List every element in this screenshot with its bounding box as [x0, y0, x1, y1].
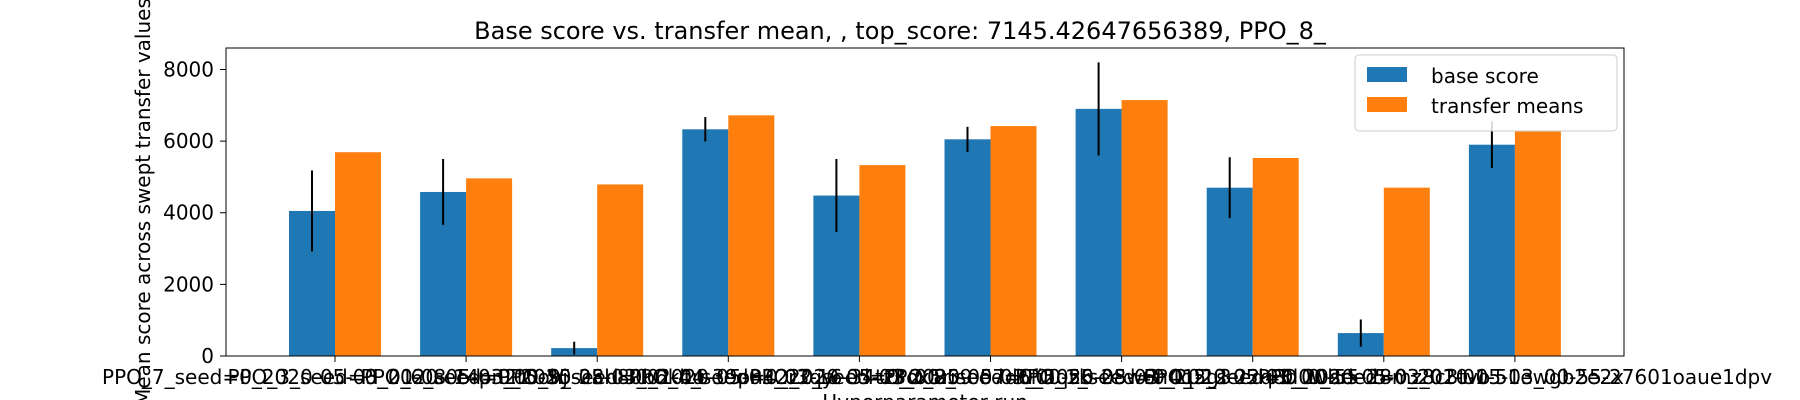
x-tick-label-9: PPO_0_seed=0_2020-05-03_00-55-27601oaue1… [1258, 365, 1773, 389]
bar-transfer-means-8 [1383, 187, 1430, 356]
bar-transfer-means-9 [1514, 131, 1561, 356]
bar-transfer-means-2 [597, 184, 644, 356]
bar-transfer-means-0 [335, 152, 381, 356]
x-tick-label-5: PPO_2_seed=0_2020-05-03_00-55-28w6n4q2g3 [749, 365, 1231, 389]
bar-transfer-means-3 [728, 115, 775, 356]
x-tick-label-8: PPO_5_seed=0_2020-05-03_01-01-51ewgb2e2x [1144, 365, 1625, 389]
legend-box [1354, 54, 1618, 132]
x-tick-label-2: PPO_6_seed=0_2020-05-03_01-04-39pn42r3qy [361, 365, 834, 389]
x-tick-label-7: PPO_1_seed=0_2020-05-03_00-55-28mz8c3tvo [1015, 365, 1490, 389]
y-tick-label-4: 8000 [163, 57, 214, 81]
bars-group [289, 100, 1561, 357]
x-tick-label-6: PPO_8_seed=0_2020-05-03_01-12-22q8d0wbrk [883, 365, 1360, 389]
legend-swatch-transfer-means [1367, 97, 1407, 112]
bar-base-score-9 [1468, 144, 1515, 356]
x-tick-label-0: PPO_7_seed=0_2020-05-03_01-08-14pn2t5ohj [102, 365, 568, 389]
x-axis: PPO_7_seed=0_2020-05-03_01-08-14pn2t5ohj… [102, 356, 1772, 389]
legend-label-base-score: base score [1431, 64, 1539, 88]
y-tick-label-2: 4000 [163, 201, 214, 225]
bar-transfer-means-7 [1252, 157, 1299, 356]
y-tick-label-0: 0 [201, 344, 214, 368]
plot-frame [225, 47, 1625, 357]
bar-base-score-5 [944, 139, 991, 356]
bar-transfer-means-6 [1121, 100, 1168, 357]
x-tick-label-4: PPO_4_seed=0_2020-05-03_00-59-07d6fi5qzk [628, 365, 1091, 389]
x-axis-label: Hyperparameter run [822, 390, 1028, 400]
y-axis-label: Mean score across swept transfer values [131, 0, 155, 400]
bar-base-score-3 [682, 129, 729, 356]
x-tick-label-3: PPO_9_seed=0_2020-05-03_01-16-34tz3ox5rr [498, 365, 959, 389]
y-tick-label-3: 6000 [163, 129, 214, 153]
legend-label-transfer-means: transfer means [1431, 94, 1583, 118]
bar-transfer-means-1 [466, 178, 513, 356]
bar-transfer-means-5 [990, 126, 1037, 356]
legend: base score transfer means [1354, 54, 1618, 132]
x-tick-label-1: PPO_3_seed=0_2020-05-03_00-55-28h80b6kbu [227, 365, 704, 389]
y-axis: 0 2000 4000 6000 8000 [163, 57, 226, 368]
chart-title: Base score vs. transfer mean, , top_scor… [474, 17, 1327, 45]
y-tick-label-1: 2000 [163, 272, 214, 296]
legend-swatch-base-score [1367, 67, 1407, 82]
bar-transfer-means-4 [859, 165, 906, 356]
